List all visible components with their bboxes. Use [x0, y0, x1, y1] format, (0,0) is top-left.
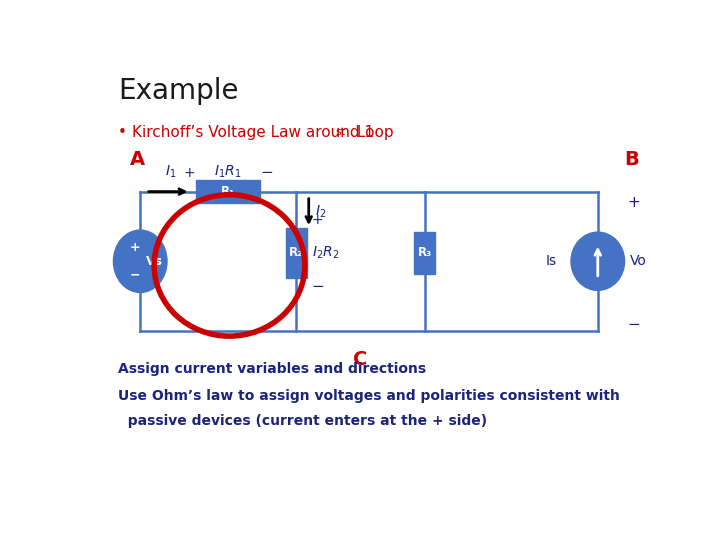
- Text: Vo: Vo: [630, 254, 647, 268]
- Text: •: •: [118, 125, 127, 140]
- Text: Is: Is: [546, 254, 557, 268]
- Text: +: +: [184, 166, 195, 180]
- Bar: [286, 228, 307, 278]
- Text: −: −: [627, 317, 640, 332]
- Ellipse shape: [571, 232, 624, 291]
- Text: $I_2$: $I_2$: [315, 204, 327, 220]
- Bar: [414, 232, 436, 274]
- Text: A: A: [130, 150, 145, 168]
- Text: R₁: R₁: [221, 185, 235, 198]
- Text: Use Ohm’s law to assign voltages and polarities consistent with: Use Ohm’s law to assign voltages and pol…: [118, 389, 620, 403]
- Text: Assign current variables and directions: Assign current variables and directions: [118, 362, 426, 376]
- Text: Example: Example: [118, 77, 238, 105]
- Text: Vs: Vs: [145, 255, 163, 268]
- Text: R₂: R₂: [289, 246, 304, 259]
- Text: $I_2R_2$: $I_2R_2$: [312, 245, 339, 261]
- Text: −: −: [312, 279, 324, 294]
- Text: Loop: Loop: [352, 125, 394, 140]
- Text: −: −: [261, 165, 274, 180]
- Text: +: +: [312, 213, 323, 227]
- Ellipse shape: [114, 230, 167, 293]
- Text: −: −: [130, 268, 140, 281]
- Text: $I_1R_1$: $I_1R_1$: [215, 164, 242, 180]
- Text: R₃: R₃: [418, 246, 432, 259]
- Text: passive devices (current enters at the + side): passive devices (current enters at the +…: [118, 414, 487, 428]
- Text: +: +: [130, 241, 140, 254]
- Text: Kirchoff’s Voltage Law around 1: Kirchoff’s Voltage Law around 1: [132, 125, 374, 140]
- Text: $I_1$: $I_1$: [165, 164, 176, 180]
- Text: C: C: [354, 349, 368, 369]
- Text: B: B: [624, 150, 639, 168]
- Text: +: +: [627, 194, 640, 210]
- Bar: [196, 180, 260, 203]
- Text: st: st: [336, 127, 346, 137]
